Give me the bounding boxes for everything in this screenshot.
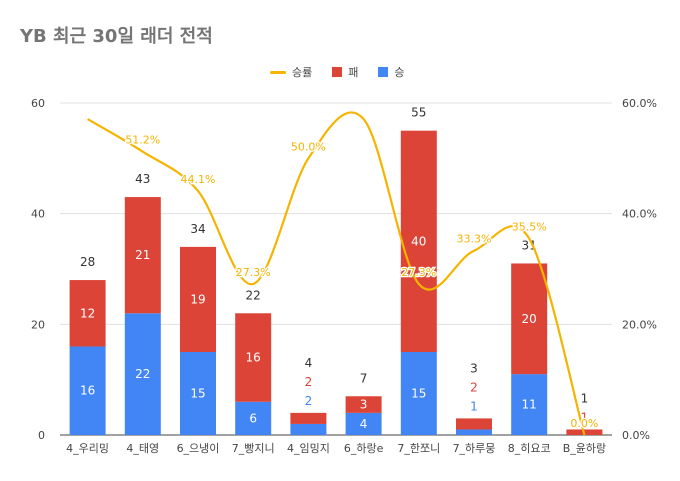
data-label-loss: 1 [581,410,589,424]
legend-label-win: 승 [394,66,405,79]
bar-win [400,352,437,435]
data-label-total: 43 [135,172,150,186]
legend: 승률 패 승 [270,64,405,80]
y-tick-label-right: 60.0% [622,97,657,110]
data-label-total: 4 [305,356,313,370]
y-tick-label-right: 0.0% [622,429,650,442]
y-tick-label-left: 0 [38,429,45,442]
bar-loss [235,313,272,402]
data-label-total: 28 [80,255,95,269]
bar-win [69,346,106,435]
data-label-win: 2 [305,394,313,408]
bar-loss [456,418,492,430]
data-label-loss: 2 [470,380,478,394]
bar-loss [124,197,161,314]
y-tick-label-left: 60 [31,97,45,110]
x-tick-label: 6_하랑e [344,441,384,455]
data-label-winrate: 0.0% [570,417,598,430]
bar-loss [345,396,382,413]
bar-loss [511,263,548,375]
legend-line-icon [270,70,286,74]
bar-loss [290,412,327,424]
data-label-loss: 21 [135,248,150,262]
y-tick-label-right: 20.0% [622,318,657,331]
legend-swatch-loss-icon [332,67,343,77]
data-label-win: 22 [135,367,150,381]
data-label-win: 11 [522,398,537,412]
bar-win [290,423,327,435]
data-label-win: 15 [190,387,205,401]
y-tick-label-left: 40 [31,208,45,221]
data-label-total: 55 [411,106,426,120]
data-label-total: 34 [190,222,205,236]
data-label-loss: 16 [246,351,261,365]
data-label-winrate: 35.5% [512,221,547,234]
legend-label-loss: 패 [348,66,359,79]
data-label-win: 15 [411,387,426,401]
data-label-total: 1 [581,391,589,405]
x-tick-label: 7_빵지니 [232,442,275,455]
bar-win [456,429,492,435]
x-tick-label: 6_으냉이 [177,442,220,455]
series-line-winrate [87,111,586,436]
bar-win [511,374,548,435]
x-tick-label: 4_우리밍 [66,442,109,455]
data-label-loss: 2 [305,375,313,389]
data-label-total: 22 [246,288,261,302]
bar-win [235,401,272,435]
x-tick-label: 7_하루뭉 [453,441,496,455]
data-label-winrate: 44.1% [181,173,216,186]
data-label-loss: 3 [360,398,368,412]
chart-title: YB 최근 30일 래더 전적 [20,26,213,47]
data-label-total: 7 [360,371,368,385]
bar-win [345,412,382,435]
x-tick-label: 7_한쪼니 [397,442,440,455]
legend-item-win[interactable]: 승 [378,64,405,80]
data-label-winrate: 51.2% [125,134,160,147]
data-label-loss: 20 [522,312,537,326]
bar-loss [180,246,216,352]
data-label-winrate: 33.3% [457,233,492,246]
bar-loss [400,130,437,352]
data-label-loss: 12 [80,306,95,320]
data-label-loss: 19 [190,292,205,306]
legend-label-winrate: 승률 [292,66,313,79]
x-tick-label: 4_태영 [126,442,159,455]
data-label-winrate: 27.3% [401,266,436,279]
bar-win [180,352,216,435]
data-label-winrate: 50.0% [291,140,326,153]
legend-swatch-win-icon [378,67,389,77]
data-label-win: 4 [360,417,368,431]
data-label-win: 6 [249,411,257,425]
data-label-total: 3 [470,361,478,375]
data-label-winrate: 27.3% [236,266,271,279]
data-label-total: 31 [522,238,537,252]
legend-item-winrate[interactable]: 승률 [270,64,312,80]
x-tick-label: 8_히요코 [508,441,551,455]
x-tick-label: 4_임밍지 [287,442,330,455]
data-label-win: 1 [470,399,478,413]
y-tick-label-left: 20 [31,318,45,331]
y-tick-label-right: 40.0% [622,208,657,221]
x-tick-label: B_윤하랑 [563,441,606,455]
legend-item-loss[interactable]: 패 [332,64,358,80]
bar-win [124,313,161,435]
bar-loss [69,280,106,347]
data-label-loss: 40 [411,234,426,248]
data-label-win: 16 [80,384,95,398]
